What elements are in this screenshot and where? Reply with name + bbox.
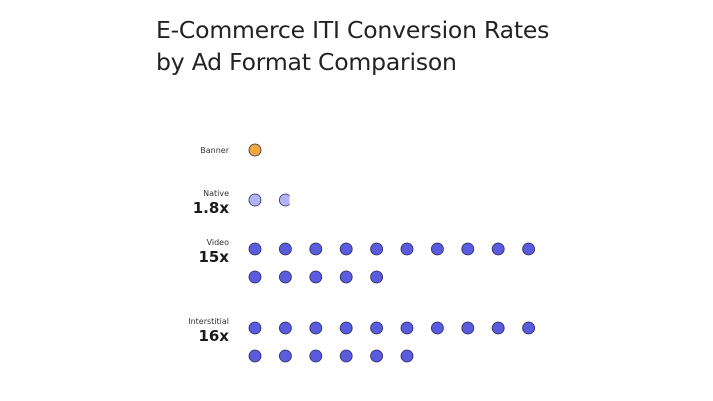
unit-dot [248,349,262,363]
unit-dot [339,349,353,363]
unit-dot [400,242,414,256]
unit-dot [370,349,384,363]
category-label-interstitial: Interstitial [188,317,229,326]
unit-dot [522,321,535,335]
unit-dot [400,321,414,335]
chart-title-line-2: by Ad Format Comparison [156,48,457,76]
unit-dot [339,321,353,335]
unit-dot [248,242,262,256]
row-banner: Banner [200,143,262,157]
unit-dot [278,321,292,335]
unit-dot [309,242,323,256]
unit-dot [339,242,353,256]
unit-dot [461,321,475,335]
chart-title: E-Commerce ITI Conversion Rates by Ad Fo… [156,14,549,78]
unit-dot [309,349,323,363]
unit-dot [430,321,444,335]
chart-title-line-1: E-Commerce ITI Conversion Rates [156,16,550,44]
unit-dot [400,349,414,363]
unit-dot [522,242,535,256]
category-label-banner: Banner [200,146,229,155]
baseline-dot [248,143,262,157]
unit-dot-partial [279,193,290,207]
category-label-video: Video [207,238,230,247]
unit-dot [339,270,353,284]
unit-dot [430,242,444,256]
multiplier-label-native: 1.8x [193,199,230,217]
multiplier-label-video: 15x [198,248,229,266]
unit-dot [491,321,505,335]
unit-dot [309,270,323,284]
category-label-native: Native [203,189,229,198]
unit-dot [248,193,262,207]
unit-dot [461,242,475,256]
unit-dot [278,270,292,284]
unit-dot [370,321,384,335]
unit-dot [248,321,262,335]
unit-dot [309,321,323,335]
unit-dot [491,242,505,256]
multiplier-label-interstitial: 16x [198,327,229,345]
unit-dot [370,270,384,284]
unit-dot [370,242,384,256]
unit-dot [278,349,292,363]
unit-dot [248,270,262,284]
unit-dot [278,242,292,256]
